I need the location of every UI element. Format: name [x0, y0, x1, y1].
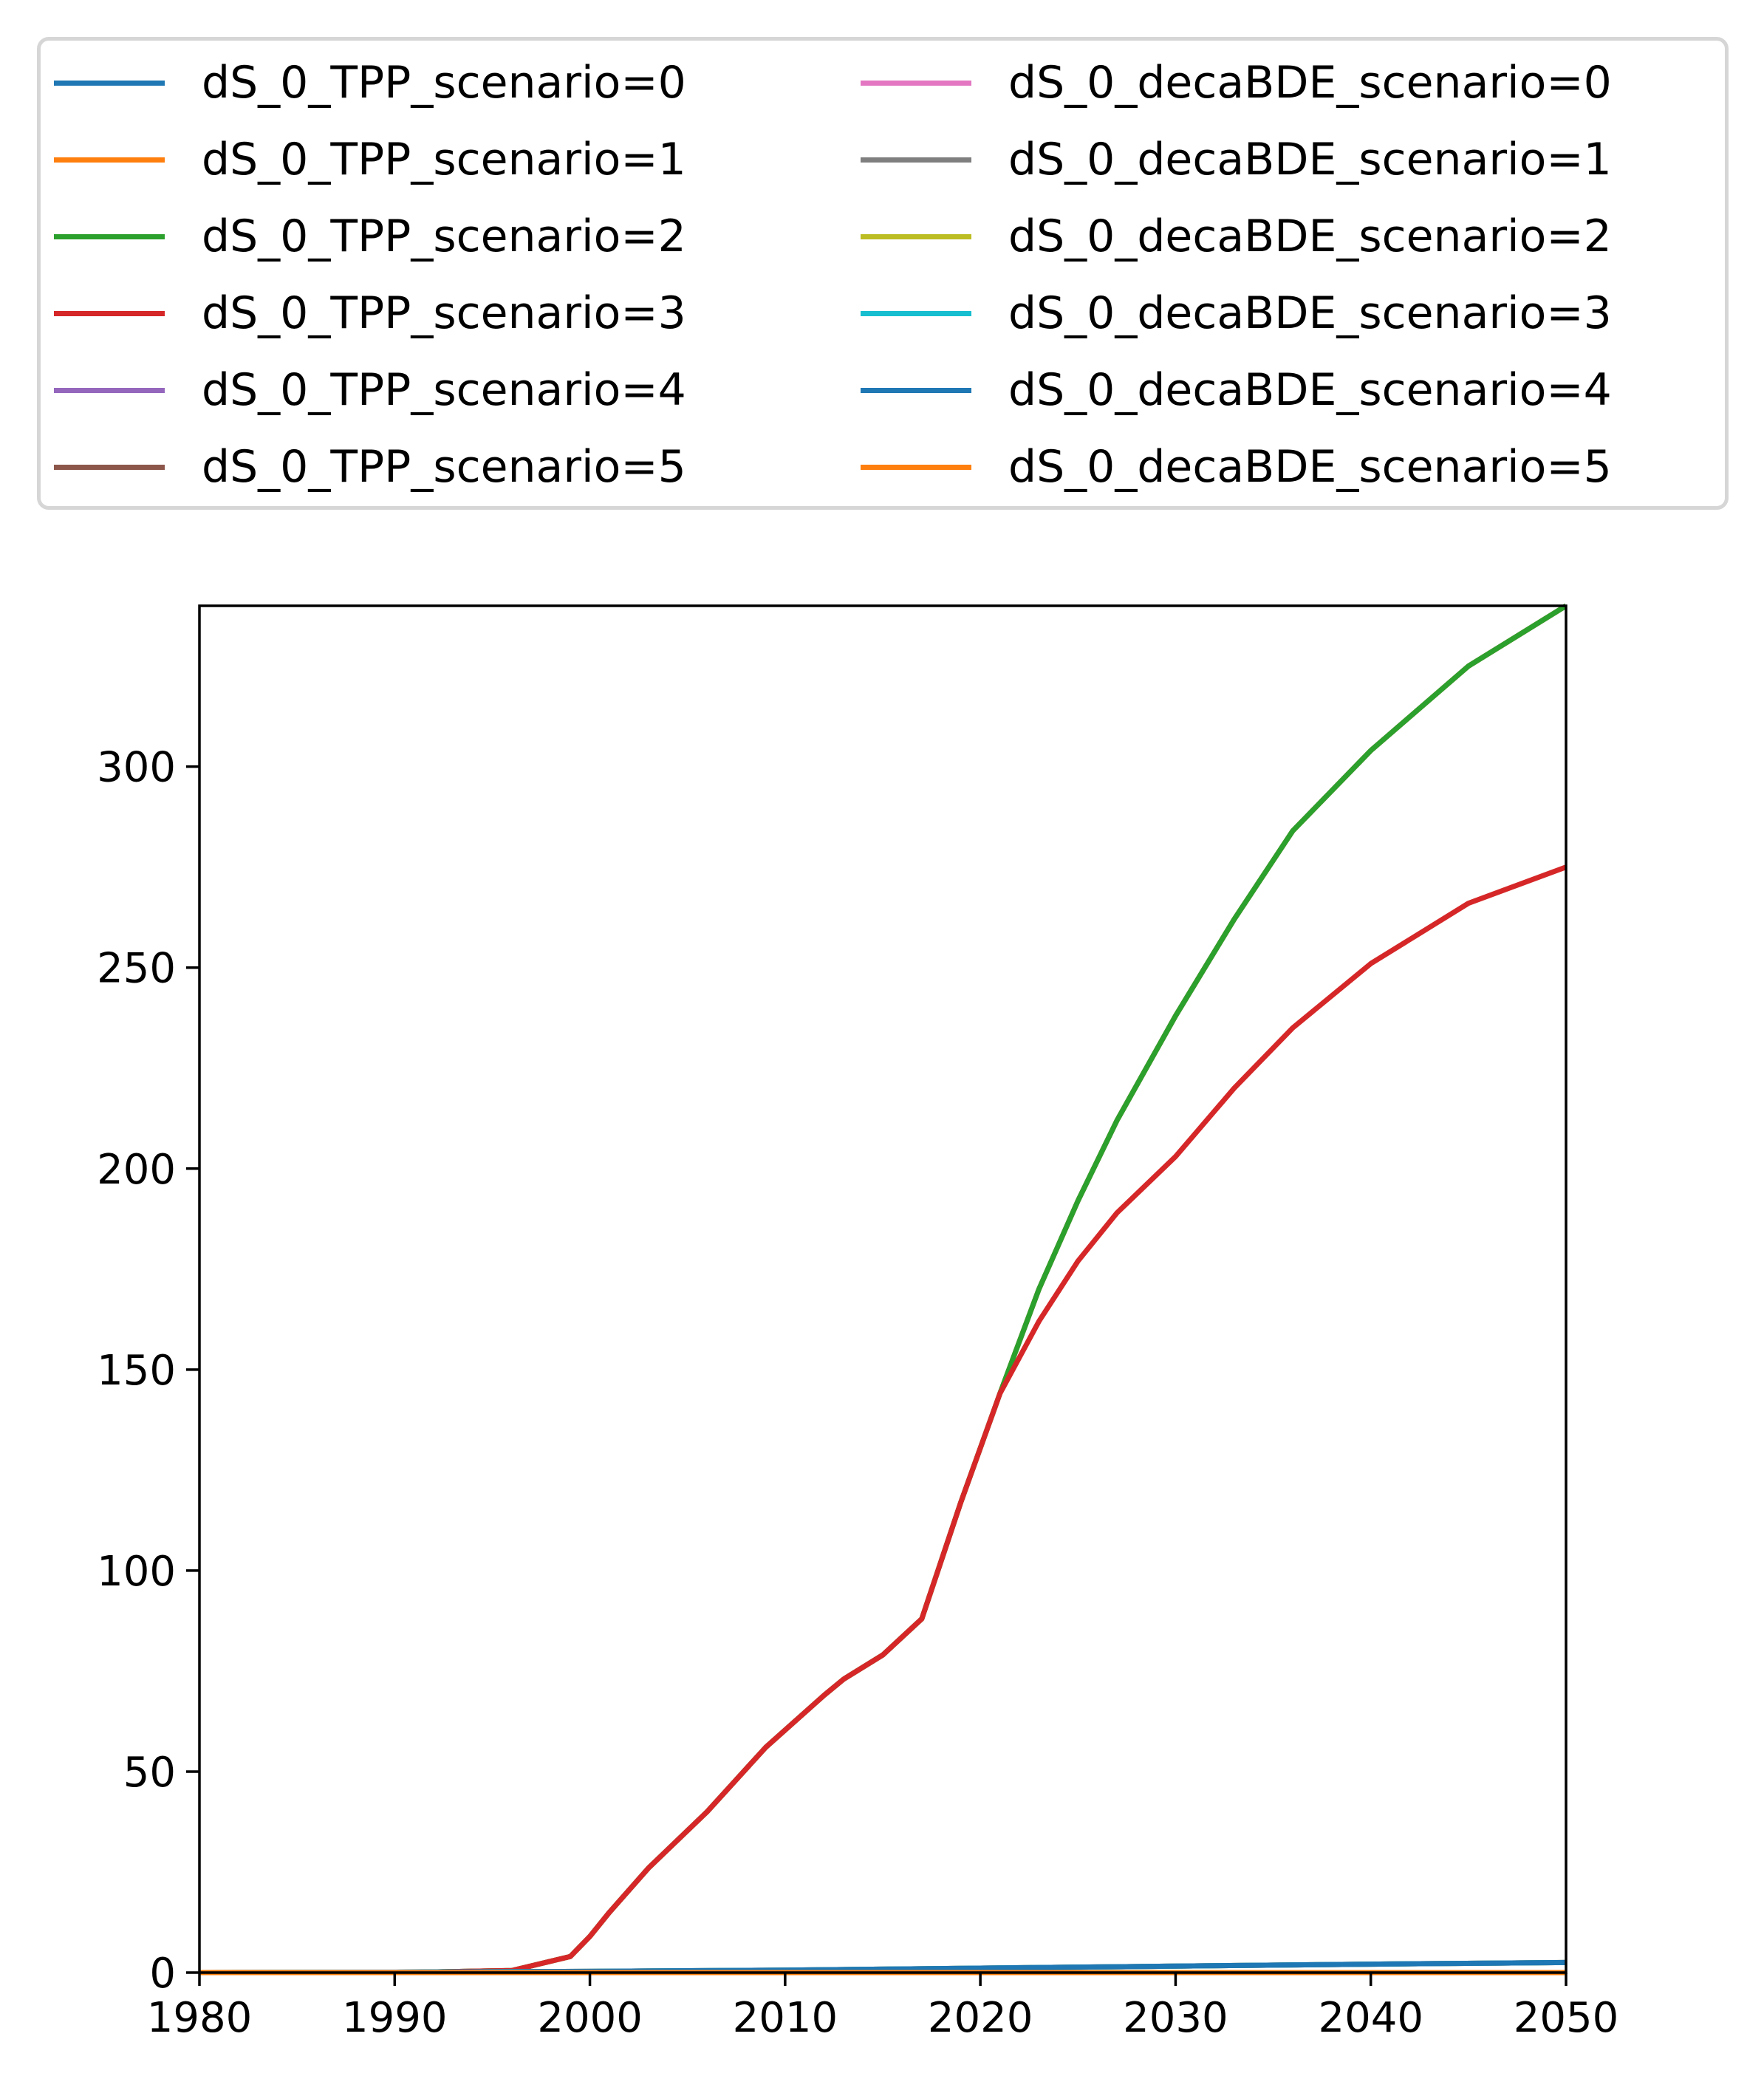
x-tick-label: 2020	[928, 1994, 1033, 2042]
legend-label: dS_0_decaBDE_scenario=1	[1008, 134, 1612, 185]
x-tick-label: 2040	[1318, 1994, 1423, 2042]
legend-swatch	[861, 157, 971, 163]
legend-item: dS_0_TPP_scenario=2	[54, 211, 686, 262]
legend-label: dS_0_TPP_scenario=1	[202, 134, 686, 185]
series-line-dS_0_TPP_scenario=2	[199, 604, 1566, 1976]
plot-area-frame	[198, 604, 1568, 1974]
y-tick-label: 300	[97, 744, 176, 792]
x-tick-label: 2050	[1514, 1994, 1619, 2042]
legend-label: dS_0_TPP_scenario=2	[202, 211, 686, 262]
legend-item: dS_0_decaBDE_scenario=2	[861, 211, 1612, 262]
legend-swatch	[861, 233, 971, 239]
series-line-dS_0_TPP_scenario=1	[199, 604, 1566, 1976]
axis-ticks: 1980 1990 2000 2010 2020 2030 2040 2050 0 50 100 15…	[97, 744, 1618, 2042]
legend-label: dS_0_decaBDE_scenario=2	[1008, 211, 1612, 262]
legend-swatch	[54, 157, 165, 163]
legend-label: dS_0_TPP_scenario=3	[202, 287, 686, 339]
legend-item: dS_0_decaBDE_scenario=1	[861, 134, 1612, 185]
y-tick-label: 100	[97, 1548, 176, 1596]
x-tick-label: 2030	[1123, 1994, 1228, 2042]
y-tick-label: 200	[97, 1146, 176, 1194]
legend-item: dS_0_TPP_scenario=1	[54, 134, 686, 185]
legend-item: dS_0_decaBDE_scenario=4	[861, 364, 1612, 416]
legend-label: dS_0_decaBDE_scenario=5	[1008, 441, 1612, 493]
x-tick-label: 1980	[147, 1994, 253, 2042]
legend-item: dS_0_TPP_scenario=3	[54, 287, 686, 339]
legend-swatch	[54, 464, 165, 470]
y-tick-label: 150	[97, 1347, 176, 1395]
legend-label: dS_0_decaBDE_scenario=4	[1008, 364, 1612, 416]
x-tick-label: 1990	[342, 1994, 448, 2042]
legend-swatch	[54, 387, 165, 393]
series-line-dS_0_TPP_scenario=3	[199, 864, 1566, 1976]
legend-swatch	[54, 80, 165, 86]
legend-label: dS_0_decaBDE_scenario=0	[1008, 57, 1612, 109]
x-tick-label: 2000	[537, 1994, 643, 2042]
legend-swatch	[861, 387, 971, 393]
x-tick-label: 2010	[733, 1994, 838, 2042]
legend-label: dS_0_TPP_scenario=4	[202, 364, 686, 416]
legend-swatch	[861, 80, 971, 86]
y-tick-label: 250	[97, 945, 176, 993]
legend-item: dS_0_decaBDE_scenario=0	[861, 57, 1612, 109]
legend-swatch	[861, 310, 971, 316]
legend-item: dS_0_TPP_scenario=4	[54, 364, 686, 416]
legend-label: dS_0_decaBDE_scenario=3	[1008, 287, 1612, 339]
legend-item: dS_0_TPP_scenario=0	[54, 57, 686, 109]
legend-label: dS_0_TPP_scenario=5	[202, 441, 686, 493]
legend-swatch	[54, 233, 165, 239]
legend-swatch	[861, 464, 971, 470]
legend-label: dS_0_TPP_scenario=0	[202, 57, 686, 109]
y-tick-label: 50	[123, 1749, 176, 1797]
legend-item: dS_0_decaBDE_scenario=3	[861, 287, 1612, 339]
series-line-dS_0_TPP_scenario=0	[199, 604, 1566, 1976]
legend: dS_0_TPP_scenario=0 dS_0_TPP_scenario=1 dS…	[37, 37, 1729, 510]
legend-swatch	[54, 310, 165, 316]
series-layer	[199, 604, 1566, 1976]
y-tick-label: 0	[149, 1950, 176, 1998]
legend-item: dS_0_decaBDE_scenario=5	[861, 441, 1612, 493]
legend-item: dS_0_TPP_scenario=5	[54, 441, 686, 493]
